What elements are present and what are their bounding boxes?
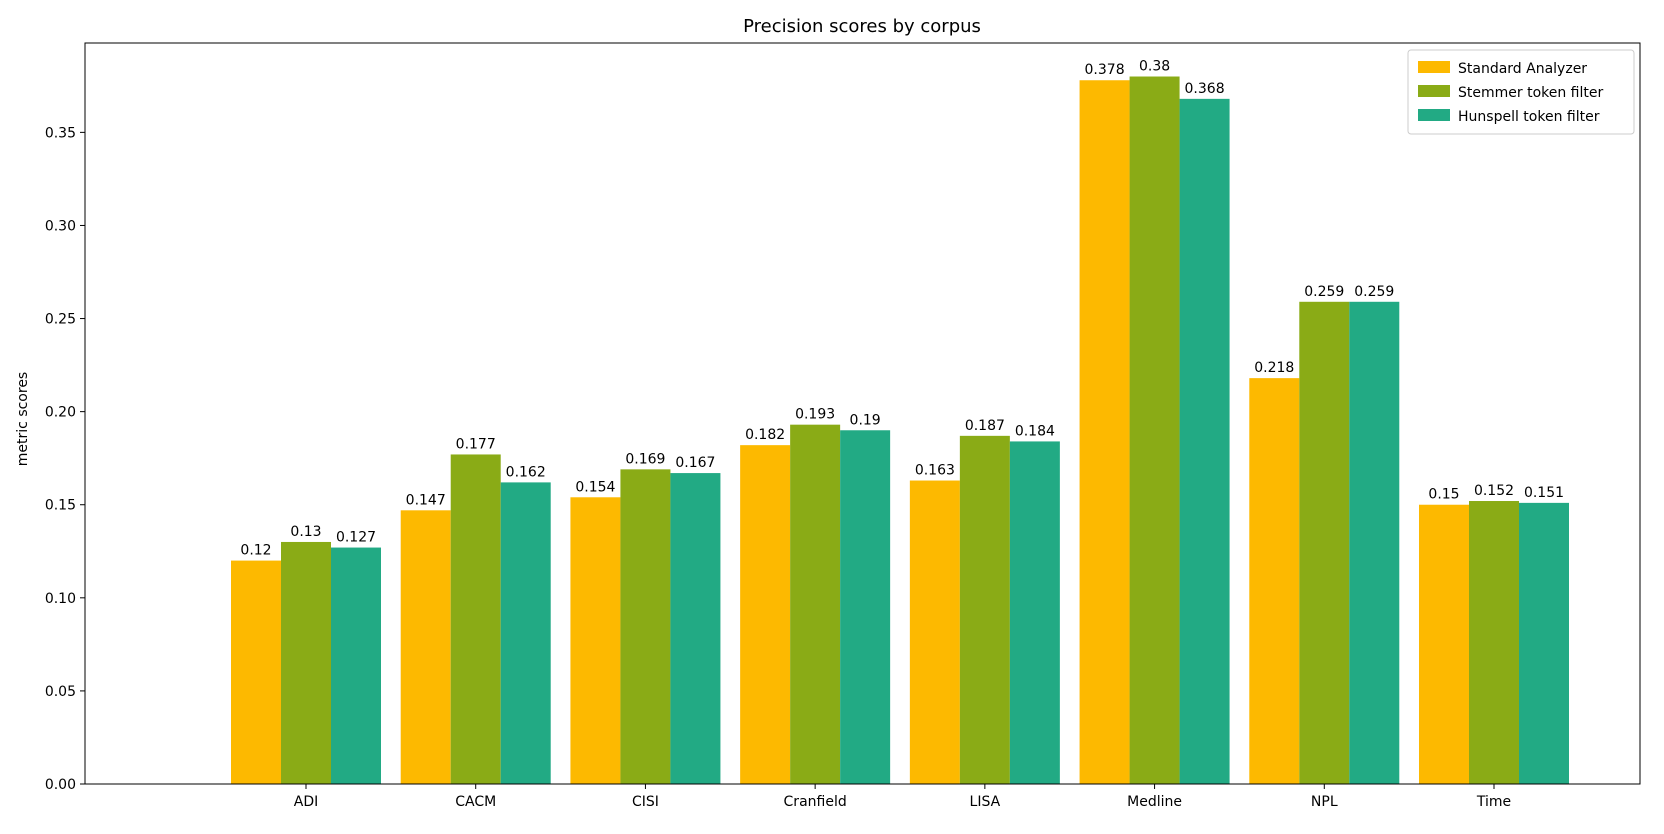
x-tick-label: Time [1476,794,1511,810]
data-label: 0.368 [1185,81,1225,97]
bar-medline-series-3 [1179,98,1230,785]
data-label: 0.154 [575,479,615,495]
y-tick-label: 0.05 [45,684,76,700]
data-label: 0.193 [795,407,835,423]
y-tick-label: 0.10 [45,591,76,607]
data-label: 0.378 [1085,62,1125,78]
x-tick-label: CISI [632,794,659,810]
bar-npl-series-1 [1249,378,1300,784]
data-label: 0.167 [675,455,715,471]
bar-cisi-series-1 [570,497,621,784]
data-label: 0.218 [1254,360,1294,376]
data-label: 0.13 [290,524,321,540]
data-label: 0.169 [625,451,665,467]
legend-label: Hunspell token filter [1458,109,1600,125]
y-tick-label: 0.25 [45,312,76,328]
y-tick-label: 0.20 [45,405,76,421]
bar-lisa-series-1 [909,480,960,784]
x-tick-label: CACM [455,794,496,810]
data-label: 0.151 [1524,485,1564,501]
x-tick-label: Cranfield [784,794,847,810]
bar-medline-series-1 [1079,80,1130,785]
y-tick-label: 0.35 [45,125,76,141]
data-label: 0.259 [1304,284,1344,300]
x-tick-label: LISA [970,794,1001,810]
y-tick-label: 0.15 [45,498,76,514]
legend-swatch [1418,85,1450,97]
data-label: 0.182 [745,427,785,443]
data-label: 0.259 [1354,284,1394,300]
x-tick-label: NPL [1311,794,1338,810]
legend-label: Standard Analyzer [1458,61,1587,77]
bar-adi-series-1 [231,560,281,784]
bar-medline-series-2 [1129,76,1180,784]
legend-swatch [1418,61,1450,73]
data-label: 0.184 [1015,423,1055,439]
data-label: 0.163 [915,463,955,479]
chart-title: Precision scores by corpus [743,16,981,37]
bar-time-series-2 [1469,501,1519,784]
y-axis-label: metric scores [15,372,31,466]
y-tick-label: 0.00 [45,777,76,793]
bar-adi-series-3 [331,547,381,784]
bar-npl-series-3 [1349,301,1400,784]
bar-lisa-series-3 [1009,441,1060,784]
bar-cranfield-series-1 [740,445,791,784]
data-label: 0.127 [336,530,376,546]
data-label: 0.152 [1474,483,1514,499]
data-label: 0.187 [965,418,1005,434]
data-label: 0.162 [506,464,546,480]
axes: ADI CACM CISI Cranfield LISA Medline NPL Time 0.… [45,42,1641,810]
plot-frame [84,42,1641,785]
bar-time-series-1 [1419,504,1469,784]
legend-label: Stemmer token filter [1458,85,1603,101]
data-label: 0.12 [240,543,271,559]
legend-box [1407,49,1635,135]
bar-cranfield-series-2 [790,424,841,784]
bar-cisi-series-3 [670,473,721,784]
data-label: 0.15 [1428,487,1459,503]
data-label: 0.38 [1139,59,1170,75]
data-label: 0.147 [406,492,446,508]
bar-npl-series-2 [1299,301,1350,784]
data-label: 0.177 [456,436,496,452]
bar-cisi-series-2 [620,469,671,784]
bar-cranfield-series-3 [840,430,891,784]
bar-adi-series-2 [281,541,331,784]
bar-cacm-series-1 [400,510,451,784]
legend-swatch [1418,109,1450,121]
y-tick-label: 0.30 [45,218,76,234]
x-tick-label: ADI [294,794,319,810]
data-label: 0.19 [850,412,881,428]
plot-area: 0.12 0.13 0.127 0.147 0.177 0.162 0.154 0.169 0.… [231,59,1569,785]
bar-lisa-series-2 [959,435,1010,784]
bar-cacm-series-2 [450,454,501,784]
x-tick-label: Medline [1127,794,1182,810]
bar-cacm-series-3 [500,482,551,784]
legend: Standard Analyzer Stemmer token filter Hun… [1407,49,1635,135]
bar-time-series-3 [1519,502,1569,784]
